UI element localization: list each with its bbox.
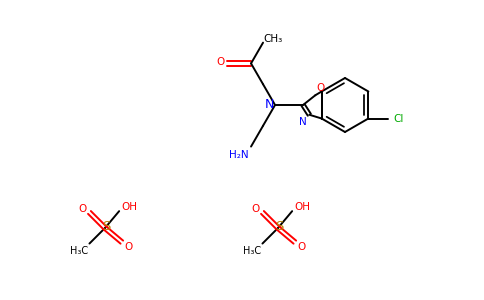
Text: O: O [216,57,224,68]
Text: H₃C: H₃C [70,246,89,256]
Text: Cl: Cl [393,113,404,124]
Text: O: O [298,242,306,252]
Text: N: N [264,98,274,110]
Text: H₂N: H₂N [229,150,249,160]
Text: O: O [316,83,324,93]
Text: OH: OH [294,202,310,212]
Text: N: N [300,117,307,127]
Text: O: O [251,204,259,214]
Text: O: O [125,242,133,252]
Text: H₃C: H₃C [243,246,261,256]
Text: S: S [102,220,110,233]
Text: S: S [275,220,283,233]
Text: O: O [78,204,87,214]
Text: OH: OH [121,202,137,212]
Text: CH₃: CH₃ [263,34,283,44]
